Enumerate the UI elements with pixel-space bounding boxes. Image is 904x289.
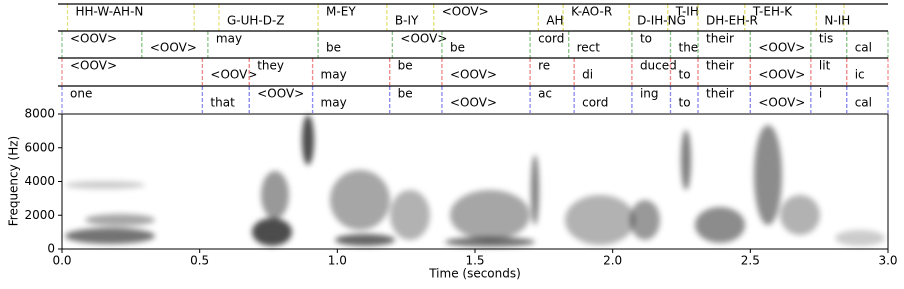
x-tick-label: 1.5 bbox=[465, 254, 484, 268]
tier-label: their bbox=[706, 59, 734, 73]
tier-label: K-AO-R bbox=[571, 5, 612, 19]
tier-label: D-IH-NG bbox=[637, 14, 686, 28]
tier-label: their bbox=[706, 87, 734, 101]
tier-label: duced bbox=[640, 59, 677, 73]
tier-label: HH-W-AH-N bbox=[76, 5, 144, 19]
tier-label: T-EH-K bbox=[752, 5, 793, 19]
tier-label: DH-EH-R bbox=[706, 14, 758, 28]
tier-label: N-IH bbox=[824, 14, 850, 28]
tier-label: G-UH-D-Z bbox=[227, 14, 285, 28]
tier-label: lit bbox=[819, 59, 831, 73]
tier-label: one bbox=[70, 87, 92, 101]
tier-label: <OOV> bbox=[150, 41, 197, 55]
tier-label: to bbox=[678, 68, 690, 82]
tier-label: <OOV> bbox=[758, 41, 805, 55]
tier-label: be bbox=[326, 41, 341, 55]
tier-label: <OOV> bbox=[758, 96, 805, 110]
y-tick-label: 8000 bbox=[24, 107, 55, 121]
tier-label: that bbox=[210, 96, 235, 110]
x-tick-label: 3.0 bbox=[878, 254, 897, 268]
tier-label: <OOV> bbox=[70, 59, 117, 73]
x-axis-label: Time (seconds) bbox=[428, 267, 521, 281]
tier-label: may bbox=[321, 68, 347, 82]
tier-label: to bbox=[640, 32, 652, 46]
tier-label: cal bbox=[855, 96, 872, 110]
y-tick-label: 2000 bbox=[24, 208, 55, 222]
tier-label: may bbox=[216, 32, 242, 46]
tier-label: di bbox=[582, 68, 593, 82]
tier-label: <OOV> bbox=[450, 68, 497, 82]
y-tick-label: 6000 bbox=[24, 140, 55, 154]
spectrogram-texture bbox=[65, 115, 885, 247]
tier-label: ac bbox=[538, 87, 552, 101]
y-tick-label: 4000 bbox=[24, 174, 55, 188]
tier-label: <OOV> bbox=[70, 32, 117, 46]
x-tick-label: 0.5 bbox=[190, 254, 209, 268]
tier-label: <OOV> bbox=[442, 5, 489, 19]
tier-label: be bbox=[398, 59, 413, 73]
tier-label: ic bbox=[855, 68, 865, 82]
tier-label: ing bbox=[640, 87, 659, 101]
x-tick-label: 0.0 bbox=[52, 254, 71, 268]
y-tick-label: 0 bbox=[47, 242, 55, 256]
x-tick-label: 1.0 bbox=[328, 254, 347, 268]
tier-label: to bbox=[678, 96, 690, 110]
x-tick-label: 2.0 bbox=[603, 254, 622, 268]
tier-label: T-IH bbox=[675, 5, 699, 19]
tier-label: <OOV> bbox=[400, 32, 447, 46]
tier-label: <OOV> bbox=[210, 68, 257, 82]
tier-label: their bbox=[706, 32, 734, 46]
tier-label: cord bbox=[538, 32, 564, 46]
y-axis-label: Frequency (Hz) bbox=[7, 136, 21, 227]
tier-label: i bbox=[819, 87, 822, 101]
tier-label: tis bbox=[819, 32, 833, 46]
x-tick-label: 2.5 bbox=[741, 254, 760, 268]
tier-label: they bbox=[257, 59, 284, 73]
tier-label: be bbox=[450, 41, 465, 55]
tier-label: cord bbox=[582, 96, 608, 110]
tier-label: the bbox=[678, 41, 698, 55]
tier-label: <OOV> bbox=[257, 87, 304, 101]
tier-label: M-EY bbox=[326, 5, 356, 19]
tier-label: <OOV> bbox=[758, 68, 805, 82]
tier-label: cal bbox=[855, 41, 872, 55]
tier-label: rect bbox=[577, 41, 601, 55]
tier-label: may bbox=[321, 96, 347, 110]
tier-label: B-IY bbox=[395, 14, 419, 28]
tier-label: be bbox=[398, 87, 413, 101]
tier-label: re bbox=[538, 59, 550, 73]
tier-label: <OOV> bbox=[450, 96, 497, 110]
tier-label: AH bbox=[546, 14, 563, 28]
